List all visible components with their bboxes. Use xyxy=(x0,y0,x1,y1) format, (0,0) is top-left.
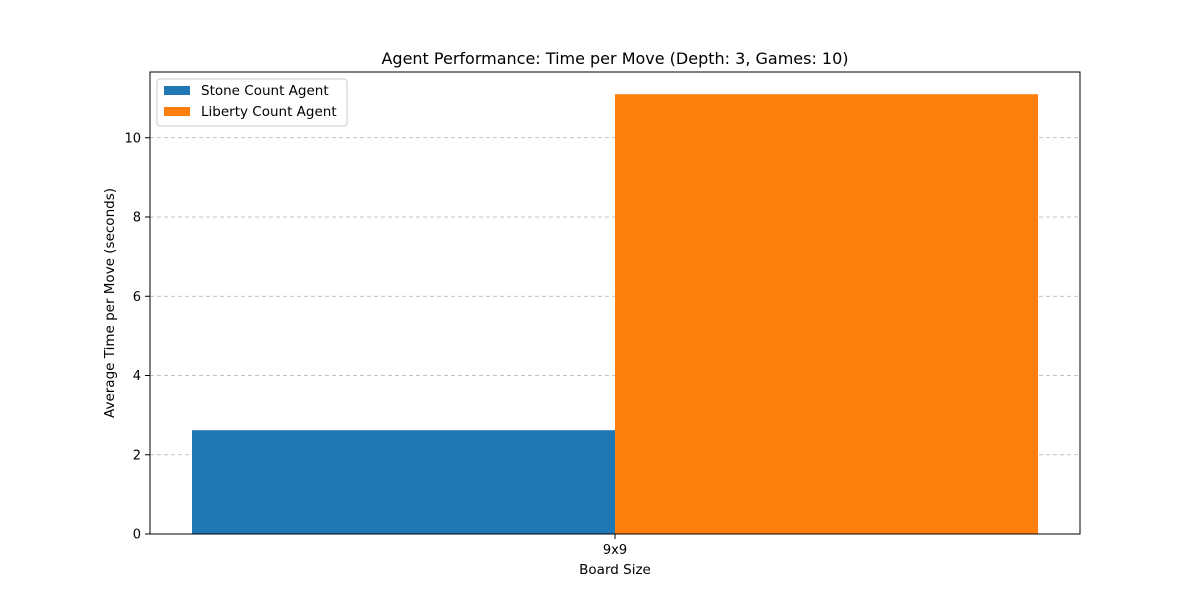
bars xyxy=(192,94,1038,534)
legend-swatch-stone-count-agent xyxy=(164,86,190,95)
y-axis-label: Average Time per Move (seconds) xyxy=(102,188,118,418)
y-axis-ticks: 0 2 4 6 8 10 xyxy=(124,131,150,543)
legend: Stone Count Agent Liberty Count Agent xyxy=(156,78,348,127)
legend-box xyxy=(156,78,348,127)
y-tick-label: 4 xyxy=(133,369,141,384)
x-axis-ticks: 9x9 xyxy=(603,534,627,558)
legend-label-liberty-count-agent: Liberty Count Agent xyxy=(201,104,337,120)
y-tick-label: 10 xyxy=(124,131,141,146)
y-tick-label: 8 xyxy=(133,211,141,226)
bar-liberty-count-agent-9x9 xyxy=(615,94,1038,534)
chart-title: Agent Performance: Time per Move (Depth:… xyxy=(381,49,848,68)
y-tick-label: 6 xyxy=(133,290,141,305)
y-tick-label: 0 xyxy=(133,528,141,543)
y-tick-label: 2 xyxy=(133,448,141,463)
x-axis-label: Board Size xyxy=(579,562,651,578)
bar-stone-count-agent-9x9 xyxy=(192,430,615,534)
legend-label-stone-count-agent: Stone Count Agent xyxy=(201,83,329,99)
legend-swatch-liberty-count-agent xyxy=(164,107,190,116)
x-tick-label: 9x9 xyxy=(603,543,627,558)
